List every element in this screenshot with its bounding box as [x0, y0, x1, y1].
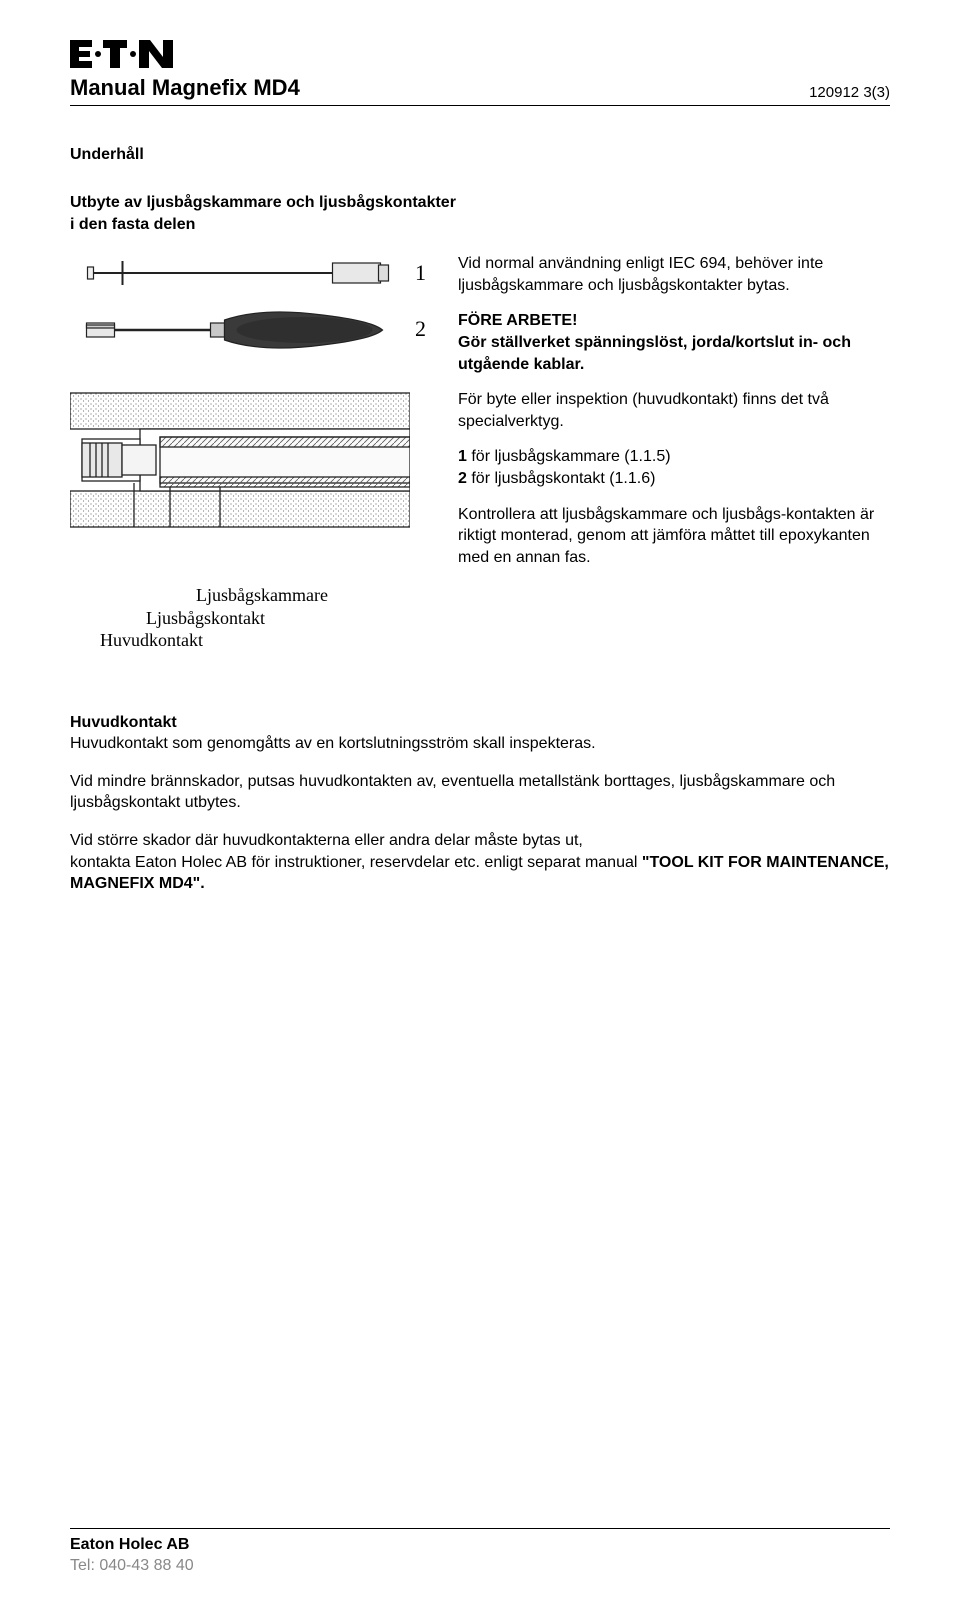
huvudkontakt-paragraph: Huvudkontakt Huvudkontakt som genomgåtts…: [70, 712, 890, 755]
tool-list-2-bold: 2: [458, 470, 467, 487]
paragraph-tool-list: 1 för ljusbågskammare (1.1.5) 2 för ljus…: [458, 446, 890, 489]
instruction-column: Vid normal användning enligt IEC 694, be…: [458, 253, 890, 652]
cross-section-illustration: [70, 383, 410, 573]
manual-title: Manual Magnefix MD4: [70, 75, 300, 101]
huvudkontakt-text: Huvudkontakt som genomgåtts av en kortsl…: [70, 735, 596, 752]
brand-logo: [70, 40, 890, 73]
diagram-label-huvudkontakt: Huvudkontakt: [100, 629, 430, 652]
sub-heading: Utbyte av ljusbågskammare och ljusbågsko…: [70, 192, 890, 235]
major-damage-line2: kontakta Eaton Holec AB för instruktione…: [70, 854, 642, 871]
tool-1-row: 1: [70, 253, 430, 293]
tool-list-2-rest: för ljusbågskontakt (1.1.6): [467, 470, 656, 487]
page: Manual Magnefix MD4 120912 3(3) Underhål…: [0, 0, 960, 1597]
paragraph-check: Kontrollera att ljusbågskammare och ljus…: [458, 504, 890, 569]
paragraph-warning: FÖRE ARBETE! Gör ställverket spänningslö…: [458, 310, 890, 375]
section-heading: Underhåll: [70, 146, 890, 164]
tool-2-number: 2: [415, 316, 430, 342]
diagram-labels: Ljusbågskammare Ljusbågskontakt Huvudkon…: [70, 584, 430, 652]
paragraph-intro: Vid normal användning enligt IEC 694, be…: [458, 253, 890, 296]
tool-1-illustration: [70, 253, 405, 293]
tool-list-1-bold: 1: [458, 448, 467, 465]
paragraph-tools-intro: För byte eller inspektion (huvudkontakt)…: [458, 389, 890, 432]
tool-2-illustration: [70, 301, 405, 357]
major-damage-paragraph: Vid större skador där huvudkontakterna e…: [70, 830, 890, 895]
footer-company: Eaton Holec AB: [70, 1535, 890, 1556]
page-reference: 120912 3(3): [809, 84, 890, 101]
sub-heading-line2: i den fasta delen: [70, 216, 195, 233]
illustration-column: 1: [70, 253, 430, 652]
warning-title: FÖRE ARBETE!: [458, 312, 577, 329]
huvudkontakt-heading: Huvudkontakt: [70, 714, 177, 731]
tool-2-row: 2: [70, 301, 430, 357]
footer-telephone: Tel: 040-43 88 40: [70, 1556, 890, 1577]
eaton-logo-icon: [70, 40, 180, 68]
diagram-label-ljusbagskammare: Ljusbågskammare: [100, 584, 430, 607]
minor-damage-paragraph: Vid mindre brännskador, putsas huvudkont…: [70, 771, 890, 814]
tool-list-1-rest: för ljusbågskammare (1.1.5): [467, 448, 671, 465]
sub-heading-line1: Utbyte av ljusbågskammare och ljusbågsko…: [70, 194, 456, 211]
warning-body: Gör ställverket spänningslöst, jorda/kor…: [458, 334, 851, 373]
page-footer: Eaton Holec AB Tel: 040-43 88 40: [70, 1528, 890, 1577]
diagram-label-ljusbagskontakt: Ljusbågskontakt: [100, 607, 430, 630]
tool-1-number: 1: [415, 260, 430, 286]
major-damage-line1: Vid större skador där huvudkontakterna e…: [70, 832, 583, 849]
header-row: Manual Magnefix MD4 120912 3(3): [70, 75, 890, 106]
lower-body: Huvudkontakt Huvudkontakt som genomgåtts…: [70, 712, 890, 895]
two-column-layout: 1: [70, 253, 890, 652]
